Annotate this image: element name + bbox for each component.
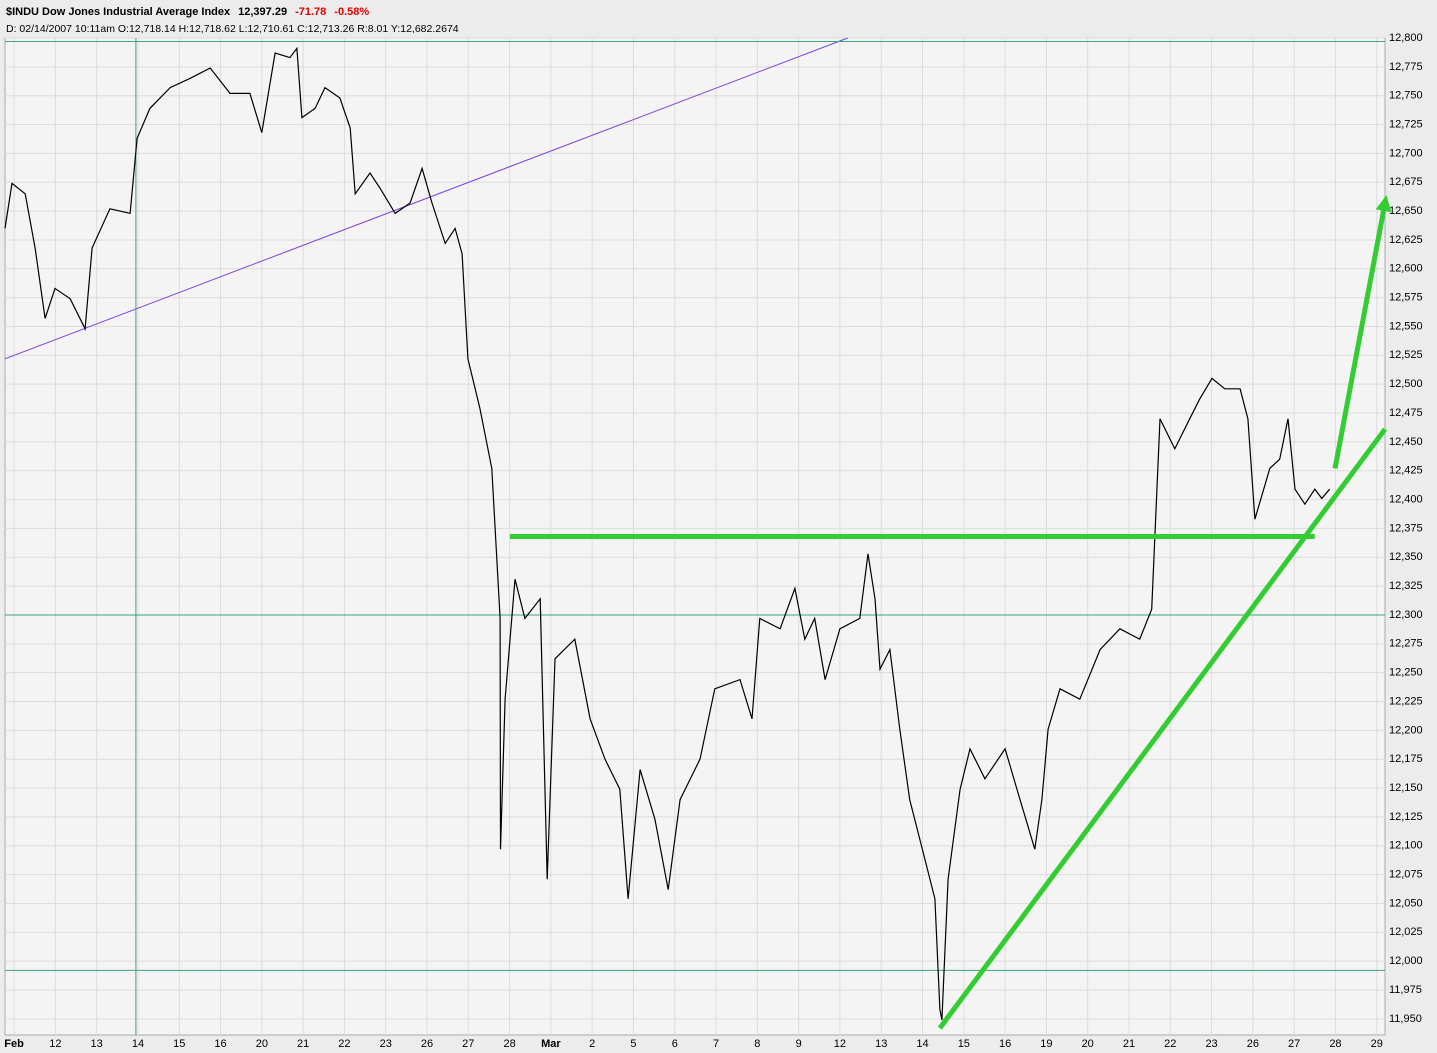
x-tick-label: Mar <box>541 1038 561 1050</box>
x-tick-label: 8 <box>754 1038 760 1050</box>
y-tick-label: 12,725 <box>1389 118 1423 130</box>
x-tick-label: 5 <box>630 1038 636 1050</box>
y-tick-label: 12,675 <box>1389 176 1423 188</box>
y-tick-label: 12,125 <box>1389 811 1423 823</box>
y-tick-label: 12,175 <box>1389 753 1423 765</box>
y-tick-label: 12,750 <box>1389 90 1423 102</box>
x-tick-label: Feb <box>4 1038 24 1050</box>
x-tick-label: 14 <box>132 1038 144 1050</box>
header-line: $INDU Dow Jones Industrial Average Index… <box>6 6 369 18</box>
price-line <box>4 46 1331 1021</box>
x-tick-label: 2 <box>589 1038 595 1050</box>
y-tick-label: 12,200 <box>1389 724 1423 736</box>
x-tick-label: 23 <box>1205 1038 1217 1050</box>
annotation-line <box>1332 195 1392 469</box>
y-tick-label: 11,950 <box>1389 1013 1422 1025</box>
y-tick-label: 12,475 <box>1389 407 1423 419</box>
x-tick-label: 29 <box>1371 1038 1383 1050</box>
x-tick-label: 22 <box>1164 1038 1176 1050</box>
y-tick-label: 12,050 <box>1389 897 1423 909</box>
x-tick-label: 19 <box>1040 1038 1052 1050</box>
y-tick-label: 12,425 <box>1389 465 1423 477</box>
x-tick-label: 20 <box>1082 1038 1094 1050</box>
y-tick-label: 12,700 <box>1389 147 1423 159</box>
x-tick-label: 6 <box>672 1038 678 1050</box>
last-price: 12,397.29 <box>238 6 287 18</box>
y-tick-label: 12,150 <box>1389 782 1423 794</box>
x-tick-label: 26 <box>1247 1038 1259 1050</box>
x-tick-label: 12 <box>834 1038 846 1050</box>
x-tick-label: 27 <box>462 1038 474 1050</box>
y-tick-label: 12,575 <box>1389 292 1423 304</box>
x-tick-label: 21 <box>1123 1038 1135 1050</box>
x-tick-label: 20 <box>256 1038 268 1050</box>
x-tick-label: 22 <box>338 1038 350 1050</box>
x-tick-label: 23 <box>380 1038 392 1050</box>
x-tick-label: 21 <box>297 1038 309 1050</box>
y-tick-label: 12,300 <box>1389 609 1423 621</box>
y-tick-label: 12,650 <box>1389 205 1423 217</box>
x-tick-label: 12 <box>49 1038 61 1050</box>
change: -71.78 <box>295 6 326 18</box>
y-tick-label: 12,225 <box>1389 695 1423 707</box>
y-tick-label: 12,525 <box>1389 349 1423 361</box>
y-tick-label: 12,775 <box>1389 61 1423 73</box>
x-tick-label: 14 <box>916 1038 928 1050</box>
info-line: D: 02/14/2007 10:11am O:12,718.14 H:12,7… <box>6 23 459 35</box>
y-tick-label: 12,350 <box>1389 551 1423 563</box>
x-tick-label: 9 <box>796 1038 802 1050</box>
x-tick-label: 13 <box>875 1038 887 1050</box>
y-tick-label: 12,800 <box>1389 32 1423 44</box>
y-tick-label: 12,500 <box>1389 378 1423 390</box>
y-tick-label: 12,550 <box>1389 320 1423 332</box>
y-tick-label: 12,275 <box>1389 638 1423 650</box>
y-tick-label: 12,250 <box>1389 667 1423 679</box>
x-tick-label: 28 <box>1329 1038 1341 1050</box>
x-tick-label: 16 <box>999 1038 1011 1050</box>
y-tick-label: 12,025 <box>1389 926 1423 938</box>
y-tick-label: 12,100 <box>1389 840 1423 852</box>
change-pct: -0.58% <box>334 6 369 18</box>
y-tick-label: 12,625 <box>1389 234 1423 246</box>
y-tick-label: 12,000 <box>1389 955 1423 967</box>
x-tick-label: 27 <box>1288 1038 1300 1050</box>
x-tick-label: 28 <box>503 1038 515 1050</box>
x-tick-label: 15 <box>958 1038 970 1050</box>
annotation-line <box>4 37 848 360</box>
x-tick-label: 13 <box>91 1038 103 1050</box>
x-tick-label: 15 <box>173 1038 185 1050</box>
title: $INDU Dow Jones Industrial Average Index <box>6 6 231 18</box>
y-tick-label: 12,325 <box>1389 580 1423 592</box>
y-tick-label: 12,400 <box>1389 493 1423 505</box>
grid <box>4 37 1385 1035</box>
annotation-line <box>937 427 1388 1030</box>
labels: 11,950 11,975 12,000 12,025 12,050 12,075 12,1… <box>4 32 1422 1050</box>
y-tick-label: 12,375 <box>1389 522 1423 534</box>
y-tick-label: 11,975 <box>1389 984 1422 996</box>
x-tick-label: 7 <box>713 1038 719 1050</box>
y-tick-label: 12,075 <box>1389 869 1423 881</box>
marks <box>4 46 1331 1021</box>
x-tick-label: 16 <box>214 1038 226 1050</box>
y-tick-label: 12,600 <box>1389 263 1423 275</box>
x-tick-label: 26 <box>421 1038 433 1050</box>
y-tick-label: 12,450 <box>1389 436 1423 448</box>
